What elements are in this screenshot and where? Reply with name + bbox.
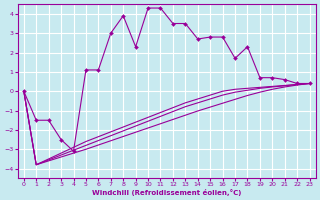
X-axis label: Windchill (Refroidissement éolien,°C): Windchill (Refroidissement éolien,°C): [92, 189, 241, 196]
